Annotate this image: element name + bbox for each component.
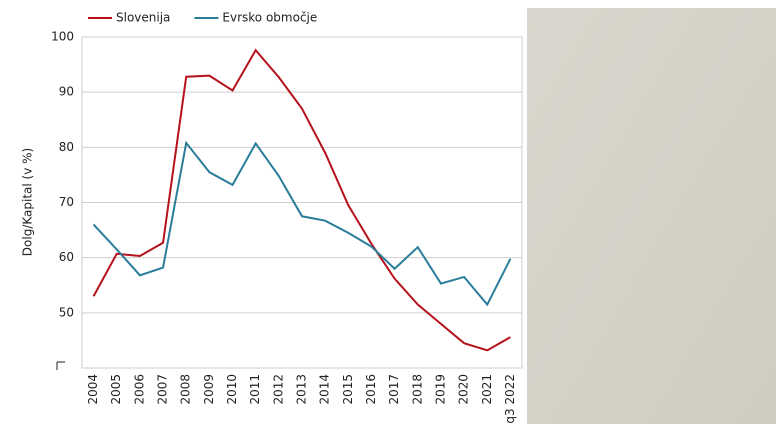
x-tick-label: 2018 [410,374,424,405]
axis-break [56,361,65,370]
series-line [92,140,512,307]
x-tick-label: 2020 [457,374,471,405]
x-tick-label: 2008 [179,374,193,405]
y-axis-label: Dolg/Kapital (v %) [21,148,35,256]
x-tick-label: 2015 [341,374,355,405]
y-tick-label: 100 [51,30,74,44]
x-tick-label: q3 2022 [503,374,517,424]
x-tick-label: 2013 [295,374,309,405]
y-tick-label: 80 [59,140,74,154]
legend-label: Slovenija [116,11,170,25]
y-tick-label: 70 [59,195,74,209]
x-tick-label: 2009 [202,374,216,405]
x-tick-label: 2012 [271,374,285,405]
x-tick-label: 2016 [364,374,378,405]
x-tick-label: 2004 [86,374,100,405]
x-tick-label: 2017 [387,374,401,405]
y-tick-label: 60 [59,250,74,264]
x-tick-label: 2007 [156,374,170,405]
x-tick-label: 2014 [318,374,332,405]
legend-label: Evrsko območje [222,11,317,25]
y-tick-label: 90 [59,85,74,99]
x-tick-label: 2005 [109,374,123,405]
x-tick-label: 2019 [433,374,447,405]
series-line [92,48,511,352]
x-tick-label: 2011 [248,374,262,405]
x-tick-label: 2021 [480,374,494,405]
x-tick-label: 2006 [132,374,146,405]
x-tick-label: 2010 [225,374,239,405]
y-tick-label: 50 [59,305,74,319]
side-panel [527,8,776,424]
